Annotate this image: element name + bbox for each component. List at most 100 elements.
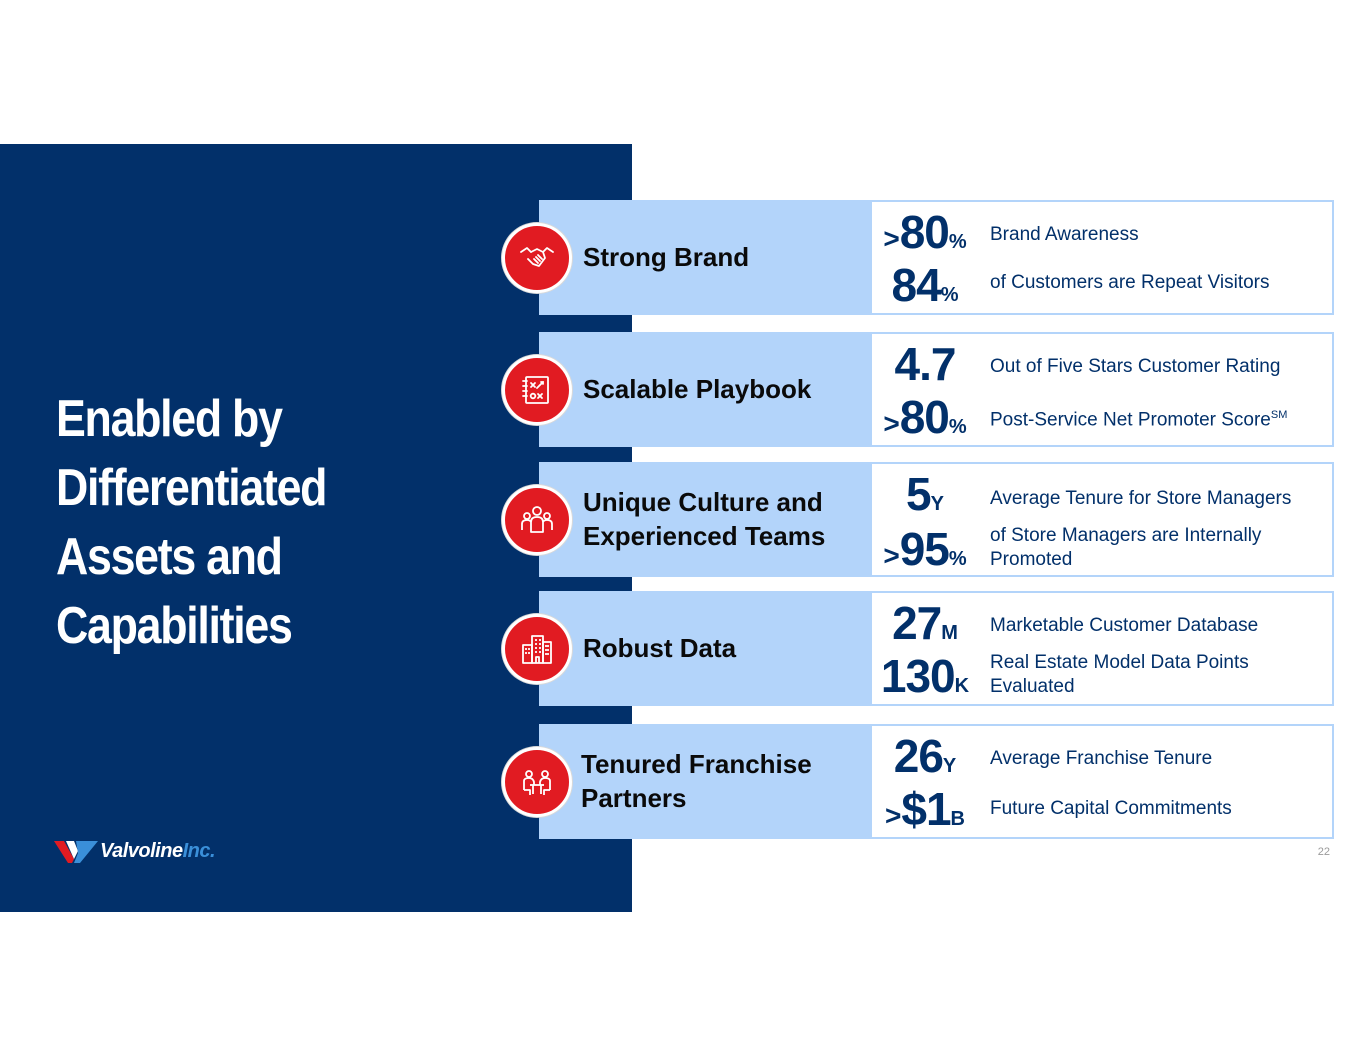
page-title: Enabled by Differentiated Assets and Cap… xyxy=(56,385,417,661)
playbook-icon xyxy=(522,376,549,404)
category-icon-badge xyxy=(502,614,572,684)
title-line: Differentiated xyxy=(56,459,327,517)
title-line: Capabilities xyxy=(56,597,293,655)
metric-number: 84 xyxy=(891,259,942,311)
metric-description: of Customers are Repeat Visitors xyxy=(990,272,1270,293)
category-icon-badge xyxy=(502,223,572,293)
metric-suffix: % xyxy=(948,231,967,253)
metric-description: Out of Five Stars Customer Rating xyxy=(990,356,1281,377)
metric-suffix: % xyxy=(948,548,967,570)
metric-value: >80% xyxy=(870,205,980,259)
metric: >$1B Future Capital Commitments xyxy=(870,782,1330,835)
title-line: Enabled by xyxy=(56,390,283,448)
metric-description: Future Capital Commitments xyxy=(990,798,1232,819)
metric-suffix: M xyxy=(941,622,958,644)
logo-inc: Inc. xyxy=(182,839,216,862)
category-band xyxy=(539,724,870,839)
metrics-box xyxy=(870,332,1334,447)
metric-value: 26Y xyxy=(870,729,980,783)
category-label-line: Unique Culture and xyxy=(583,487,823,517)
metric-description: Average Franchise Tenure xyxy=(990,748,1213,769)
category-icon-badge xyxy=(502,355,572,425)
metric-value: >80% xyxy=(870,390,980,444)
category-band xyxy=(539,332,870,447)
metric-prefix: > xyxy=(883,223,900,254)
metric-prefix: > xyxy=(883,540,900,571)
metric: >95% of Store Managers are Internally Pr… xyxy=(870,522,1330,575)
handshake-icon xyxy=(520,247,554,267)
category-band xyxy=(539,200,870,315)
metric-description: Brand Awareness xyxy=(990,224,1139,245)
category-label-line: Experienced Teams xyxy=(583,521,826,551)
meeting-icon xyxy=(523,770,551,795)
service-mark: SM xyxy=(1270,409,1288,421)
metric-description-text: Post-Service Net Promoter Score xyxy=(990,409,1271,431)
metric-number: 27 xyxy=(892,597,942,649)
metric-number: 130 xyxy=(880,650,956,702)
team-icon xyxy=(521,506,553,533)
category-label-line: Robust Data xyxy=(583,633,737,663)
metrics-box xyxy=(870,462,1334,577)
category-icon-badge xyxy=(502,485,572,555)
logo-wordmark: Valvoline xyxy=(100,839,183,862)
title-line: Assets and xyxy=(56,528,283,586)
metric-prefix: > xyxy=(885,800,902,831)
metric-description: Marketable Customer Database xyxy=(990,615,1259,636)
metric-number: 4.7 xyxy=(894,338,957,390)
metric-description: of Store Managers are Internally Promote… xyxy=(990,525,1262,570)
category-label-line: Tenured Franchise xyxy=(581,749,812,779)
metric-suffix: Y xyxy=(930,493,944,515)
metric-value: 5Y xyxy=(870,467,980,521)
category-band xyxy=(539,462,870,577)
metric-value: 84% xyxy=(870,258,980,312)
metric-number: 80 xyxy=(899,391,950,443)
metric: 84% of Customers are Repeat Visitors xyxy=(870,258,1330,311)
metrics-box xyxy=(870,200,1334,315)
metric: >80% Brand Awareness xyxy=(870,205,1330,258)
category-label: Unique Culture and Experienced Teams xyxy=(583,485,863,553)
buildings-icon xyxy=(522,635,552,664)
valvoline-logo: Valvoline Inc. xyxy=(54,838,216,864)
metric-description: Real Estate Model Data Points Evaluated xyxy=(990,652,1249,697)
metric: >80% Post-Service Net Promoter ScoreSM xyxy=(870,390,1330,443)
metric: 130K Real Estate Model Data Points Evalu… xyxy=(870,649,1330,702)
metric-description: Average Tenure for Store Managers xyxy=(990,488,1292,509)
metric-value: >95% xyxy=(870,522,980,576)
category-icon-badge xyxy=(502,747,572,817)
metric-value: 27M xyxy=(870,596,980,650)
metric-suffix: B xyxy=(950,808,965,830)
category-label-line: Partners xyxy=(581,783,687,813)
metric: 4.7 Out of Five Stars Customer Rating xyxy=(870,337,1330,390)
metric-number: 5 xyxy=(906,468,932,520)
metrics-box xyxy=(870,591,1334,706)
category-label: Robust Data xyxy=(583,631,863,665)
metric-suffix: K xyxy=(954,675,970,697)
category-label: Scalable Playbook xyxy=(583,372,863,406)
metric: 26Y Average Franchise Tenure xyxy=(870,729,1330,782)
valvoline-v-icon xyxy=(54,841,98,863)
category-label: Tenured Franchise Partners xyxy=(581,747,861,815)
metric: 5Y Average Tenure for Store Managers xyxy=(870,467,1330,520)
metric-suffix: Y xyxy=(942,755,957,777)
category-label-line: Strong Brand xyxy=(583,242,750,272)
metric-number: 80 xyxy=(899,206,950,258)
metrics-box xyxy=(870,724,1334,839)
row-tenured-franchise: Tenured Franchise Partners 26Y Average F… xyxy=(0,724,1365,839)
metric-value: 4.7 xyxy=(870,337,980,391)
page-number: 22 xyxy=(1317,846,1330,858)
metric-suffix: % xyxy=(940,284,959,306)
category-label-line: Scalable Playbook xyxy=(583,374,812,404)
category-label: Strong Brand xyxy=(583,240,863,274)
metric-number: $1 xyxy=(901,783,951,835)
metric-prefix: > xyxy=(883,408,900,439)
metric-description: Post-Service Net Promoter ScoreSM xyxy=(990,403,1320,432)
metric-value: >$1B xyxy=(870,782,980,836)
category-band xyxy=(539,591,870,706)
row-strong-brand: Strong Brand >80% Brand Awareness 84% of… xyxy=(0,200,1365,315)
row-scalable-playbook: Scalable Playbook 4.7 Out of Five Stars … xyxy=(0,332,1365,447)
metric-suffix: % xyxy=(948,416,967,438)
metric: 27M Marketable Customer Database xyxy=(870,596,1330,649)
metric-number: 26 xyxy=(893,730,944,782)
metric-value: 130K xyxy=(870,649,980,703)
row-robust-data: Robust Data 27M Marketable Customer Data… xyxy=(0,591,1365,706)
